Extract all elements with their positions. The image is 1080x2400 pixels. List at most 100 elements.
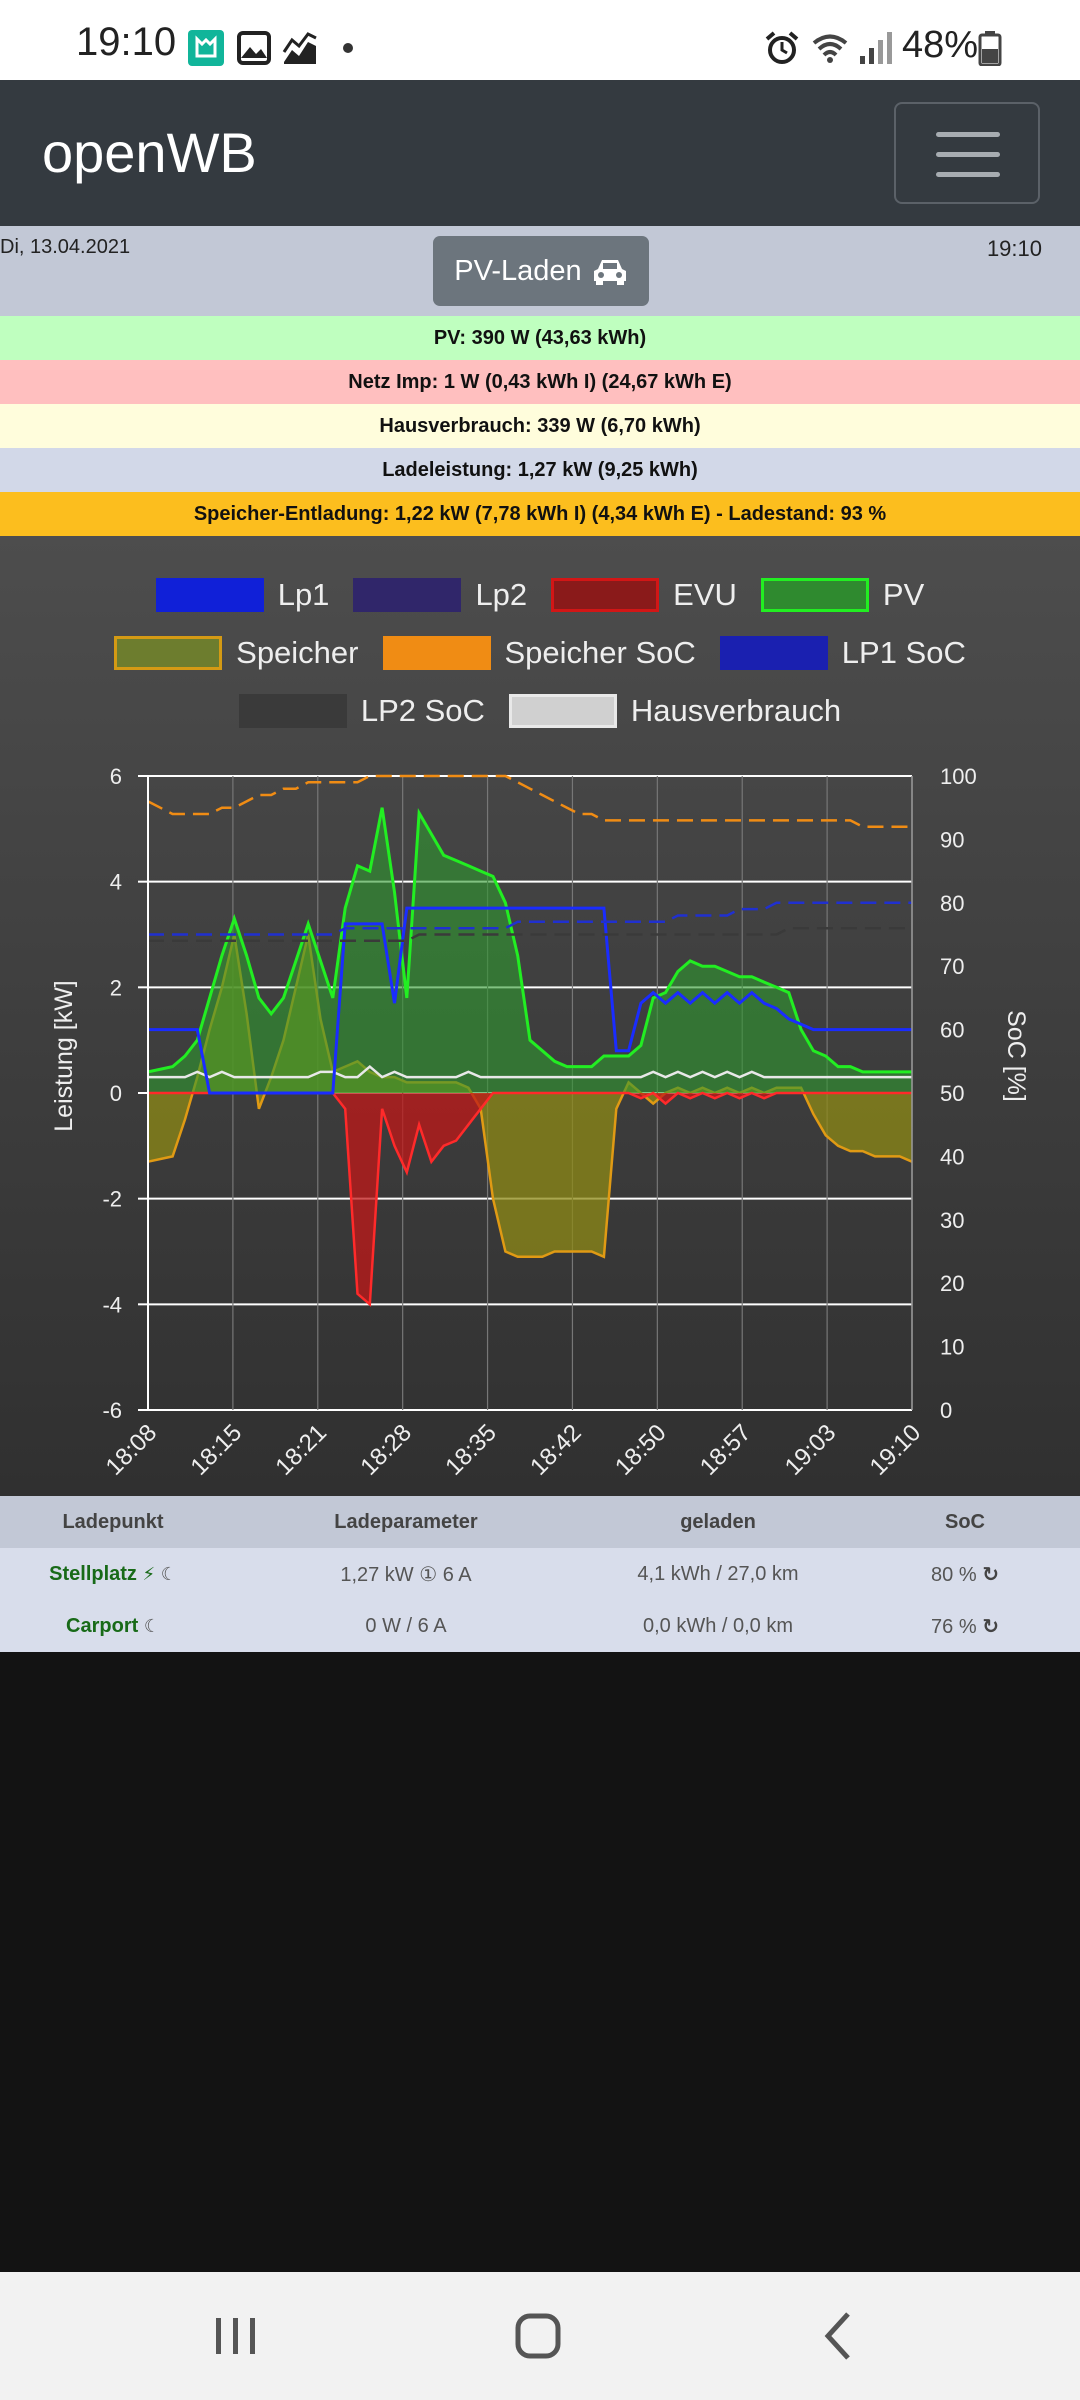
xiaomi-home-icon [188, 30, 224, 66]
y2-tick-label: 60 [940, 1018, 964, 1043]
legend-label: Lp1 [277, 577, 330, 612]
x-tick-label: 18:08 [101, 1419, 163, 1481]
legend-swatch [508, 694, 617, 728]
legend-item-lp2-soc[interactable]: LP2 SoC [238, 693, 485, 729]
chargepoint-charged: 0,0 kWh / 0,0 km [642, 1614, 794, 1637]
y-tick-label: 0 [110, 1081, 122, 1106]
y-tick-label: -6 [102, 1398, 122, 1423]
y-tick-label: 6 [110, 764, 122, 789]
x-tick-label: 19:10 [865, 1419, 927, 1481]
status-bar: 19:10 48% [0, 0, 1080, 80]
date-label: Di, 13.04.2021 [0, 236, 131, 258]
series-line-lp2-soc [148, 926, 912, 943]
chargepoint-charged: 4,1 kWh / 27,0 km [637, 1562, 799, 1585]
y-axis-label: Leistung [kW] [50, 980, 78, 1131]
legend-label: Speicher SoC [504, 635, 696, 670]
legend-item-lp1-soc[interactable]: LP1 SoC [719, 635, 966, 671]
back-icon[interactable] [808, 2304, 872, 2368]
car-icon [593, 260, 626, 285]
chargepoint-soc: 80 % [931, 1563, 977, 1586]
info-row: Di, 13.04.2021 PV-Laden 19:10 [0, 226, 1080, 316]
chargepoint-soc-cell: 76 % ↻ [850, 1614, 1080, 1639]
legend-label: Speicher [236, 635, 359, 670]
chargepoint-name: Stellplatz [49, 1562, 137, 1585]
y-tick-label: 4 [110, 870, 122, 895]
app-header: openWB [0, 80, 1080, 226]
y2-tick-label: 50 [940, 1081, 964, 1106]
y2-tick-label: 20 [940, 1271, 964, 1296]
table-row[interactable]: Carport ☾ 0 W / 6 A 0,0 kWh / 0,0 km 76 … [0, 1600, 1080, 1652]
legend-swatch [719, 636, 828, 670]
series-line-hausverbrauch [148, 1064, 912, 1079]
chargepoint-soc-cell: 80 % ↻ [850, 1562, 1080, 1587]
chargepoint-params: 0 W / 6 A [365, 1614, 447, 1637]
x-tick-label: 18:35 [440, 1419, 502, 1481]
chargepoint-params: 1,27 kW ① 6 A [340, 1563, 472, 1586]
series-line-speicher-soc [147, 774, 912, 828]
chargepoint-name-cell[interactable]: Stellplatz ⚡ ☾ [0, 1563, 226, 1586]
legend-label: LP1 SoC [841, 635, 966, 670]
legend-item-evu[interactable]: EVU [551, 577, 737, 613]
x-tick-label: 18:57 [695, 1419, 757, 1481]
y-tick-label: -2 [102, 1187, 122, 1212]
y2-tick-label: 40 [940, 1144, 964, 1169]
chargepoint-name-cell[interactable]: Carport ☾ [0, 1615, 226, 1638]
legend-swatch [114, 636, 223, 670]
header-geladen: geladen [680, 1510, 756, 1533]
chargepoint-soc: 76 % [931, 1615, 977, 1638]
charging-summary: Ladeleistung: 1,27 kW (9,25 kWh) [0, 448, 1080, 492]
legend-item-speicher[interactable]: Speicher [114, 635, 359, 671]
dot-icon [343, 43, 353, 53]
legend-swatch [155, 578, 264, 612]
x-tick-label: 18:15 [186, 1419, 248, 1481]
x-tick-label: 18:50 [610, 1419, 672, 1481]
gallery-icon [237, 31, 271, 65]
legend-item-lp2[interactable]: Lp2 [353, 577, 527, 613]
x-tick-label: 18:21 [270, 1419, 332, 1481]
house-summary: Hausverbrauch: 339 W (6,70 kWh) [0, 404, 1080, 448]
y2-tick-label: 80 [940, 891, 964, 916]
y-tick-label: 2 [110, 975, 122, 1000]
menu-button[interactable] [894, 102, 1040, 204]
recent-apps-icon[interactable] [204, 2304, 268, 2368]
legend-label: EVU [673, 577, 737, 612]
legend-item-lp1[interactable]: Lp1 [155, 577, 330, 613]
x-tick-label: 18:42 [525, 1419, 587, 1481]
clock-label: 19:10 [986, 236, 1042, 261]
series-area-speicher [148, 934, 912, 1257]
x-tick-label: 18:28 [355, 1419, 417, 1481]
brand-title[interactable]: openWB [42, 121, 257, 184]
chargepoint-table: Ladepunkt Ladeparameter geladen SoC Stel… [0, 1496, 1080, 1652]
y2-tick-label: 0 [940, 1398, 952, 1423]
stocks-icon [282, 32, 317, 64]
legend-item-speicher-soc[interactable]: Speicher SoC [382, 635, 696, 671]
legend-swatch [238, 694, 347, 728]
moon-icon: ☾ [143, 1615, 160, 1636]
alarm-icon [765, 31, 799, 64]
table-header: Ladepunkt Ladeparameter geladen SoC [0, 1496, 1080, 1548]
status-time: 19:10 [76, 20, 177, 64]
power-chart: Lp1 Lp2 EVU PV Speicher Speicher SoC LP1… [0, 536, 1080, 1496]
charge-mode-button[interactable]: PV-Laden [433, 236, 649, 306]
x-tick-label: 19:03 [780, 1419, 842, 1481]
y2-axis-label: SoC [%] [1002, 1010, 1030, 1102]
legend-swatch [382, 636, 491, 670]
chargepoint-name: Carport [66, 1614, 139, 1637]
legend-swatch [551, 578, 660, 612]
series-area-pv [148, 807, 912, 1093]
y2-tick-label: 90 [940, 827, 964, 852]
refresh-icon[interactable]: ↻ [982, 1563, 999, 1586]
legend-item-pv[interactable]: PV [760, 577, 925, 613]
battery-percent: 48% [902, 24, 979, 66]
y2-tick-label: 100 [940, 764, 977, 789]
y2-tick-label: 10 [940, 1335, 964, 1360]
home-icon[interactable] [506, 2304, 570, 2368]
legend-item-hausverbrauch[interactable]: Hausverbrauch [508, 693, 841, 729]
charge-mode-label: PV-Laden [454, 254, 582, 287]
chart-legend: Lp1 Lp2 EVU PV Speicher Speicher SoC LP1… [0, 566, 1080, 740]
table-row[interactable]: Stellplatz ⚡ ☾ 1,27 kW ① 6 A 4,1 kWh / 2… [0, 1548, 1080, 1600]
refresh-icon[interactable]: ↻ [982, 1615, 999, 1638]
legend-label: PV [882, 577, 925, 612]
header-ladepunkt: Ladepunkt [62, 1510, 164, 1533]
